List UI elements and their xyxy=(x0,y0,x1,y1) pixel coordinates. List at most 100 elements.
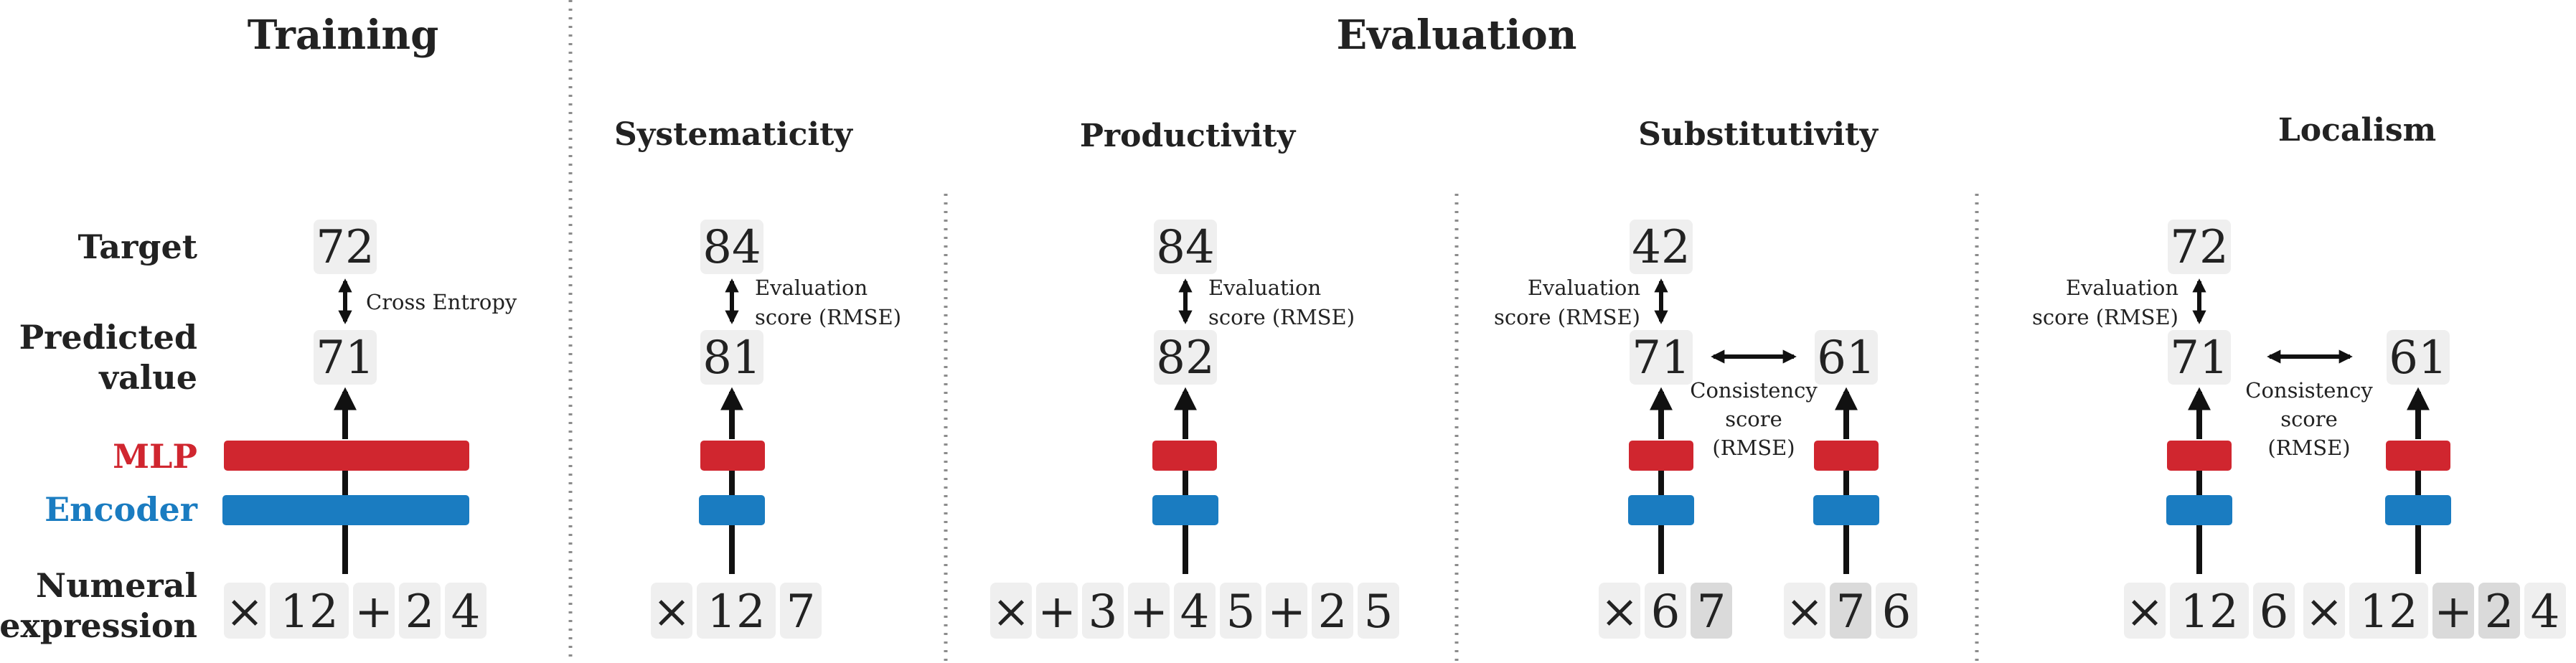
target-token-box xyxy=(1630,220,1693,274)
target-token-box xyxy=(700,220,763,274)
token-box xyxy=(2432,583,2474,639)
predicted-label-line2: value xyxy=(98,358,197,397)
predicted-right-token-box xyxy=(2387,330,2450,385)
localism-tokens-right: × 12 +2 4 xyxy=(2303,583,2566,639)
mlp-block-left xyxy=(2167,441,2232,471)
token-text: 6 xyxy=(1882,586,1912,639)
consistency-score-label-line1: Consistency xyxy=(2245,378,2373,403)
predicted-left-token-box xyxy=(1630,330,1693,385)
token-box xyxy=(990,583,1032,639)
token-box xyxy=(2349,583,2428,639)
token-box xyxy=(1312,583,1353,639)
training-panel: 72 Cross Entropy 71 × 12 +2 4 xyxy=(222,220,517,639)
token-text: 5 xyxy=(1364,586,1393,639)
training-tokens: × 12 +2 4 xyxy=(224,583,486,639)
evaluation-score-label-line2: score (RMSE) xyxy=(1208,305,1355,329)
evaluation-score-label-line2: score (RMSE) xyxy=(755,305,901,329)
token-text: + xyxy=(2434,586,2473,639)
token-text: 2 xyxy=(1318,586,1348,639)
token-box xyxy=(353,583,395,639)
token-text: × xyxy=(225,586,264,639)
token-text: × xyxy=(992,586,1030,639)
encoder-block xyxy=(222,495,469,525)
evaluation-title: Evaluation xyxy=(1337,11,1577,59)
token-text: × xyxy=(1785,586,1824,639)
substitutivity-predicted-right-value: 61 xyxy=(1817,332,1875,385)
localism-predicted-left-value: 71 xyxy=(2170,332,2228,385)
productivity-tokens: × +3 +4 5 +2 5 xyxy=(990,583,1399,639)
substitutivity-panel: 42 Evaluation score (RMSE) 71 61 Consist… xyxy=(1494,220,1917,639)
token-box xyxy=(1784,583,1825,639)
systematicity-panel: 84 Evaluation score (RMSE) 81 × 12 7 xyxy=(651,220,901,639)
evaluation-score-label-line2: score (RMSE) xyxy=(2032,305,2178,329)
mlp-block xyxy=(224,441,469,471)
token-text: + xyxy=(354,586,393,639)
substitutivity-title: Substitutivity xyxy=(1638,116,1879,153)
encoder-block xyxy=(1152,495,1218,525)
token-box xyxy=(1174,583,1216,639)
target-token-box xyxy=(314,220,377,274)
token-text: 4 xyxy=(1180,586,1210,639)
localism-tokens-left: × 12 6 xyxy=(2124,583,2295,639)
target-token-box xyxy=(1154,220,1217,274)
consistency-score-label-line1: Consistency xyxy=(1690,378,1818,403)
localism-title: Localism xyxy=(2278,112,2436,149)
token-text: × xyxy=(2125,586,2164,639)
token-box xyxy=(2303,583,2345,639)
token-text: 12 xyxy=(707,586,765,639)
predicted-token-box xyxy=(1154,330,1217,385)
token-text: × xyxy=(2305,586,2344,639)
mlp-block-right xyxy=(2386,441,2450,471)
token-text: 12 xyxy=(280,586,338,639)
token-box xyxy=(1036,583,1078,639)
token-text: 2 xyxy=(405,586,435,639)
encoder-block-right xyxy=(2385,495,2451,525)
token-text: 5 xyxy=(1226,586,1256,639)
systematicity-tokens: × 12 7 xyxy=(651,583,822,639)
substitutivity-tokens-right: × 7 6 xyxy=(1784,583,1917,639)
token-box xyxy=(1128,583,1170,639)
token-box xyxy=(224,583,265,639)
substitutivity-target-value: 42 xyxy=(1632,221,1690,274)
token-text: 4 xyxy=(2531,586,2560,639)
token-text: + xyxy=(1129,586,1168,639)
encoder-block-left xyxy=(2166,495,2232,525)
productivity-predicted-value: 82 xyxy=(1156,332,1214,385)
training-target-value: 72 xyxy=(316,221,374,274)
encoder-block-left xyxy=(1628,495,1694,525)
localism-predicted-right-value: 61 xyxy=(2389,332,2447,385)
token-box xyxy=(651,583,692,639)
training-predicted-value: 71 xyxy=(316,332,374,385)
token-box xyxy=(1876,583,1917,639)
token-text: × xyxy=(652,586,691,639)
predicted-token-box xyxy=(700,330,763,385)
token-text: 7 xyxy=(1836,586,1866,639)
token-box xyxy=(2253,583,2295,639)
systematicity-predicted-value: 81 xyxy=(702,332,761,385)
mlp-block-right xyxy=(1814,441,1879,471)
predicted-left-token-box xyxy=(2168,330,2231,385)
predicted-right-token-box xyxy=(1815,330,1878,385)
token-text: 6 xyxy=(1651,586,1680,639)
encoder-block xyxy=(699,495,765,525)
token-box xyxy=(1358,583,1399,639)
productivity-title: Productivity xyxy=(1080,118,1297,154)
token-text: 7 xyxy=(1697,586,1726,639)
token-text: 3 xyxy=(1089,586,1118,639)
encoder-label: Encoder xyxy=(44,490,198,529)
systematicity-target-value: 84 xyxy=(702,221,761,274)
consistency-score-label-line2: score xyxy=(2280,407,2338,431)
token-text: 4 xyxy=(451,586,481,639)
token-box xyxy=(1599,583,1640,639)
token-box xyxy=(1082,583,1124,639)
target-token-box xyxy=(2168,220,2231,274)
localism-target-value: 72 xyxy=(2170,221,2228,274)
substitutivity-tokens-left: × 6 7 xyxy=(1599,583,1732,639)
mlp-block xyxy=(700,441,765,471)
substitutivity-predicted-left-value: 71 xyxy=(1632,332,1690,385)
training-title: Training xyxy=(248,11,439,59)
evaluation-score-label-line1: Evaluation xyxy=(2066,276,2178,300)
productivity-target-value: 84 xyxy=(1156,221,1214,274)
token-box xyxy=(1830,583,1871,639)
consistency-score-label-line2: score xyxy=(1725,407,1782,431)
